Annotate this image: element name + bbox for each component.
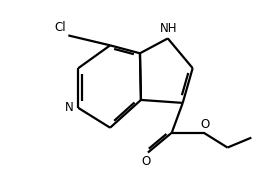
Text: N: N — [65, 101, 74, 114]
Text: O: O — [141, 155, 150, 168]
Text: Cl: Cl — [54, 21, 66, 34]
Text: O: O — [200, 118, 210, 130]
Text: NH: NH — [160, 22, 178, 35]
